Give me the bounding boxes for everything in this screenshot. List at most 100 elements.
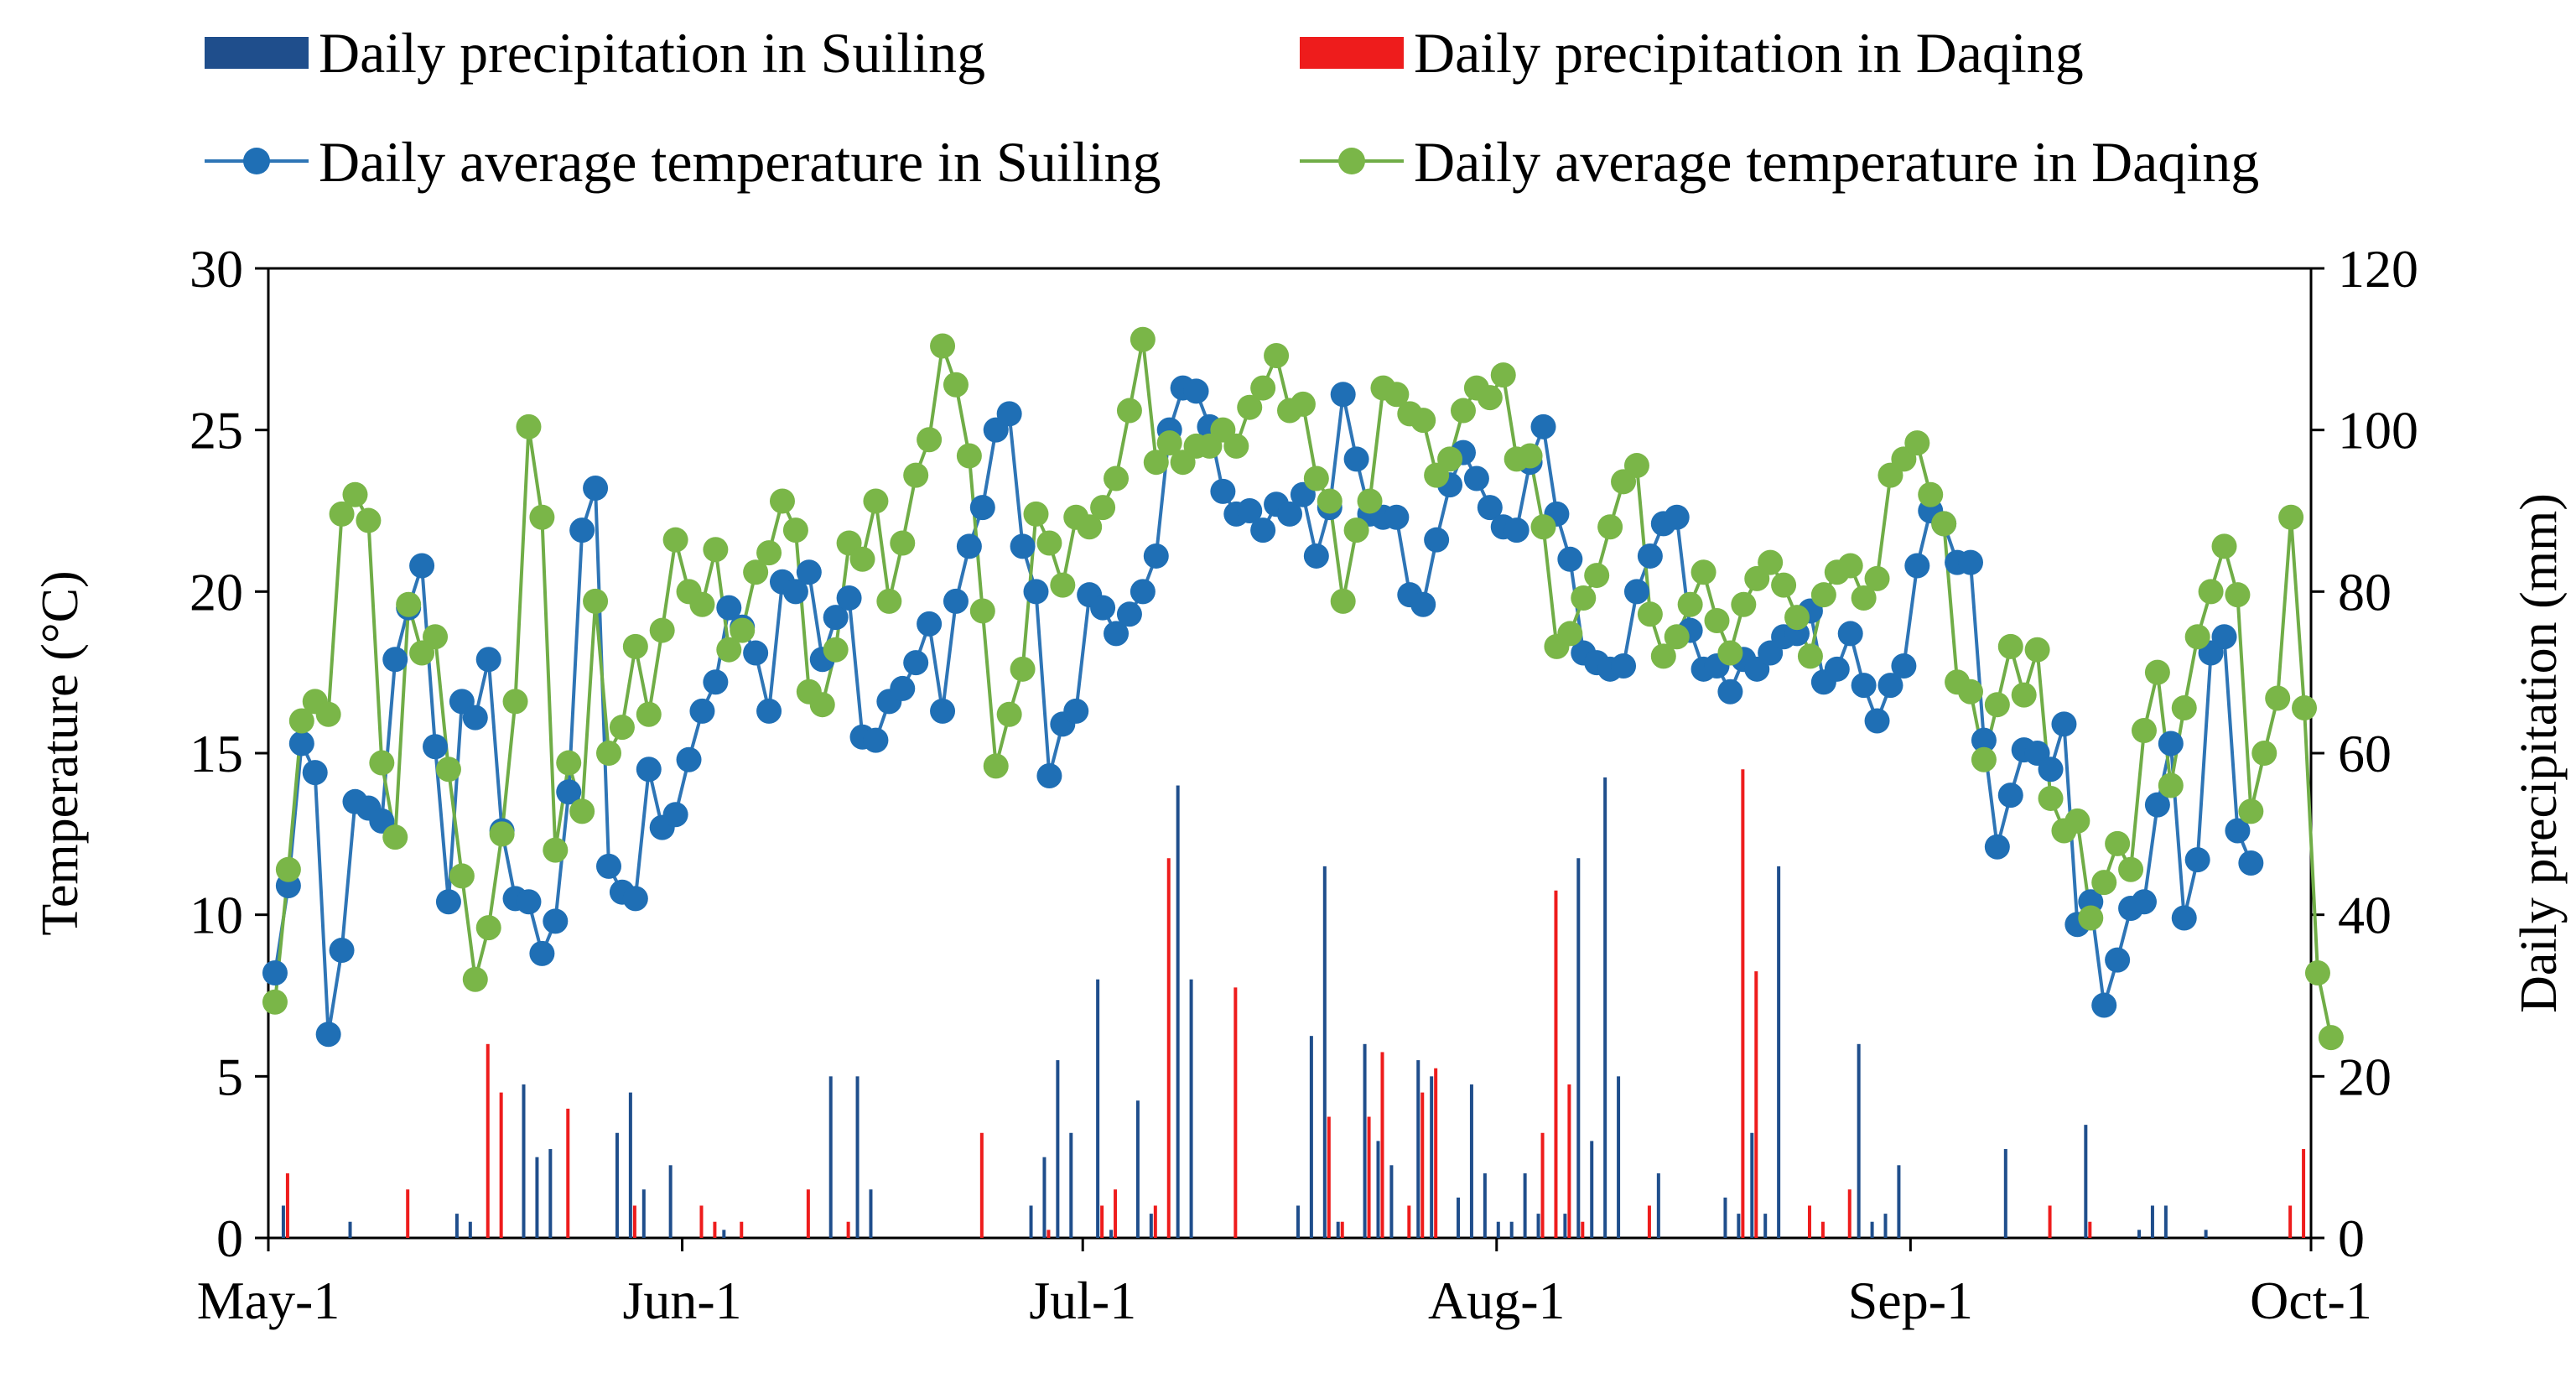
temp-point-daqing bbox=[1130, 326, 1156, 352]
precip-bar-suiling bbox=[1376, 1141, 1380, 1238]
precip-bar-daqing bbox=[1340, 1221, 1344, 1238]
temp-point-suiling bbox=[1384, 504, 1410, 530]
temp-point-suiling bbox=[569, 517, 595, 543]
temp-point-daqing bbox=[609, 715, 635, 741]
precip-bar-suiling bbox=[1416, 1060, 1420, 1238]
temp-point-daqing bbox=[1010, 656, 1036, 682]
temp-point-daqing bbox=[462, 966, 488, 992]
temp-point-daqing bbox=[876, 588, 902, 614]
precip-bar-suiling bbox=[1069, 1132, 1073, 1238]
precip-bar-daqing bbox=[1233, 987, 1238, 1238]
temp-point-daqing bbox=[583, 588, 609, 614]
temp-point-suiling bbox=[2238, 850, 2264, 876]
temp-point-daqing bbox=[1223, 433, 1249, 459]
temp-point-daqing bbox=[809, 692, 835, 718]
temp-point-daqing bbox=[1036, 530, 1062, 556]
right-axis-tick-label: 0 bbox=[2338, 1209, 2365, 1268]
precip-bar-suiling bbox=[1430, 1076, 1434, 1238]
x-axis-tick-label: Jun-1 bbox=[622, 1271, 741, 1330]
temp-point-daqing bbox=[743, 559, 769, 585]
precip-bar-suiling bbox=[1042, 1157, 1046, 1238]
precip-bar-suiling bbox=[722, 1230, 726, 1238]
precip-bar-suiling bbox=[1590, 1141, 1594, 1238]
right-axis-tick-label: 40 bbox=[2338, 886, 2392, 945]
temp-point-daqing bbox=[2131, 718, 2157, 744]
precip-bar-suiling bbox=[1723, 1197, 1727, 1238]
precip-bar-suiling bbox=[1189, 979, 1193, 1238]
precip-bar-daqing bbox=[1567, 1084, 1571, 1238]
temp-point-daqing bbox=[730, 617, 756, 643]
temp-point-suiling bbox=[716, 595, 742, 621]
precip-bar-suiling bbox=[1857, 1043, 1861, 1238]
temp-point-suiling bbox=[636, 757, 662, 783]
left-axis-title: Temperature (°C) bbox=[32, 570, 89, 935]
precip-bar-daqing bbox=[1754, 971, 1758, 1238]
temp-point-suiling bbox=[262, 960, 288, 986]
temp-point-daqing bbox=[716, 637, 742, 663]
temp-point-suiling bbox=[2051, 711, 2077, 737]
legend: Daily precipitation in Suiling Daily pre… bbox=[205, 21, 2259, 194]
left-axis-tick-label: 10 bbox=[190, 886, 243, 945]
temp-point-daqing bbox=[2184, 624, 2210, 650]
precip-bar-suiling bbox=[348, 1221, 352, 1238]
temp-point-daqing bbox=[2211, 533, 2237, 559]
right-axis-tick-label: 80 bbox=[2338, 562, 2392, 621]
right-axis-tick-label: 60 bbox=[2338, 724, 2392, 783]
temp-point-suiling bbox=[676, 746, 702, 772]
temp-point-suiling bbox=[329, 938, 355, 964]
temp-point-suiling bbox=[583, 476, 609, 502]
temp-point-suiling bbox=[796, 559, 822, 585]
temp-point-suiling bbox=[302, 760, 328, 786]
temp-point-daqing bbox=[2292, 695, 2318, 721]
precipitation-bars bbox=[281, 769, 2306, 1238]
temp-point-daqing bbox=[1410, 408, 1436, 434]
temp-point-daqing bbox=[1771, 572, 1797, 598]
temp-point-suiling bbox=[956, 533, 982, 559]
precip-bar-daqing bbox=[1153, 1205, 1157, 1238]
temp-point-suiling bbox=[315, 1022, 341, 1048]
temp-point-daqing bbox=[1437, 446, 1463, 472]
temp-point-daqing bbox=[2265, 685, 2291, 711]
precip-bar-daqing bbox=[846, 1221, 850, 1238]
temp-point-daqing bbox=[556, 750, 582, 776]
left-axis-tick-label: 25 bbox=[190, 401, 243, 460]
precip-bar-daqing bbox=[1166, 858, 1171, 1238]
temp-point-daqing bbox=[1704, 608, 1730, 634]
temp-point-daqing bbox=[1664, 624, 1690, 650]
temp-point-daqing bbox=[969, 598, 995, 624]
precip-bar-suiling bbox=[1096, 979, 1100, 1238]
temp-point-daqing bbox=[1050, 572, 1076, 598]
temp-point-daqing bbox=[1731, 591, 1757, 617]
temp-point-suiling bbox=[836, 585, 862, 611]
temp-point-daqing bbox=[475, 915, 501, 941]
temp-point-suiling bbox=[1130, 579, 1156, 605]
temp-point-daqing bbox=[1077, 514, 1103, 540]
legend-label-daqing-temp: Daily average temperature in Daqing bbox=[1414, 130, 2259, 194]
temp-point-suiling bbox=[1864, 708, 1890, 734]
precip-bar-suiling bbox=[1322, 866, 1327, 1238]
temp-point-daqing bbox=[1864, 565, 1890, 591]
precip-bar-daqing bbox=[1581, 1221, 1585, 1238]
temp-point-daqing bbox=[1758, 549, 1784, 575]
temp-point-daqing bbox=[703, 537, 729, 563]
precip-bar-daqing bbox=[713, 1221, 717, 1238]
precip-bar-suiling bbox=[522, 1084, 526, 1238]
temp-point-daqing bbox=[1637, 601, 1663, 627]
precip-bar-suiling bbox=[1883, 1214, 1888, 1238]
precip-bar-daqing bbox=[1046, 1230, 1051, 1238]
temp-point-suiling bbox=[1557, 546, 1583, 572]
precip-bar-daqing bbox=[1647, 1205, 1651, 1238]
temp-point-suiling bbox=[2211, 624, 2237, 650]
temp-point-daqing bbox=[369, 750, 395, 776]
temp-point-daqing bbox=[1143, 450, 1169, 476]
precip-bar-suiling bbox=[1389, 1165, 1394, 1238]
temp-point-daqing bbox=[689, 591, 715, 617]
precip-bar-suiling bbox=[454, 1214, 459, 1238]
temp-point-suiling bbox=[2184, 847, 2210, 873]
precip-bar-daqing bbox=[1327, 1116, 1331, 1238]
temp-point-daqing bbox=[435, 757, 461, 783]
left-axis-tick-label: 15 bbox=[190, 724, 243, 783]
temp-point-daqing bbox=[382, 824, 408, 850]
temp-point-suiling bbox=[1104, 621, 1130, 647]
temp-point-daqing bbox=[449, 863, 475, 889]
